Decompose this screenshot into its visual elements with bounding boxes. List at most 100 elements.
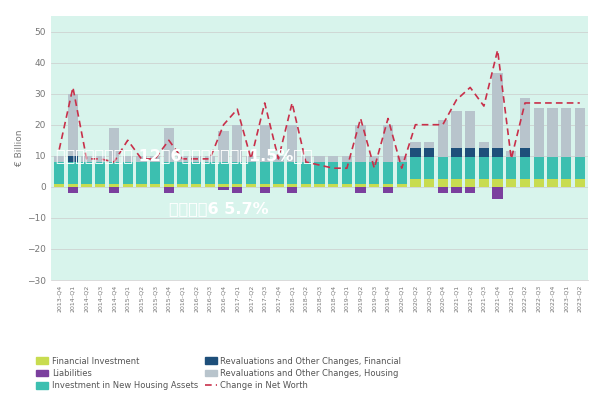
Bar (520, 157, 530, 179)
Bar (178, 184, 188, 187)
Bar (164, 187, 174, 193)
Bar (68, 162, 78, 184)
Bar (95, 184, 106, 187)
Bar (410, 142, 421, 148)
Bar (191, 162, 202, 184)
Bar (122, 156, 133, 162)
Bar (451, 148, 461, 157)
Bar (493, 74, 503, 148)
Bar (533, 108, 544, 157)
Bar (150, 162, 160, 184)
Text: 股溢价率6 5.7%: 股溢价率6 5.7% (169, 201, 269, 216)
Bar (355, 162, 366, 184)
Bar (342, 156, 352, 162)
Bar (520, 148, 530, 157)
Bar (520, 179, 530, 187)
Bar (342, 184, 352, 187)
Bar (437, 157, 448, 179)
Bar (150, 184, 160, 187)
Bar (314, 162, 325, 184)
Bar (451, 179, 461, 187)
Bar (328, 156, 338, 162)
Bar (260, 187, 270, 193)
Bar (95, 156, 106, 162)
Bar (68, 156, 78, 162)
Bar (465, 148, 475, 157)
Bar (547, 108, 557, 157)
Bar (561, 179, 571, 187)
Bar (205, 162, 215, 184)
Bar (437, 187, 448, 193)
Bar (533, 179, 544, 187)
Bar (561, 157, 571, 179)
Bar (205, 184, 215, 187)
Bar (314, 184, 325, 187)
Bar (410, 157, 421, 179)
Bar (246, 156, 256, 162)
Bar (68, 187, 78, 193)
Bar (232, 125, 242, 162)
Bar (369, 184, 379, 187)
Bar (465, 157, 475, 179)
Bar (575, 157, 585, 179)
Bar (328, 184, 338, 187)
Bar (383, 125, 393, 162)
Bar (397, 184, 407, 187)
Bar (109, 128, 119, 162)
Bar (68, 184, 78, 187)
Bar (191, 156, 202, 162)
Bar (314, 156, 325, 162)
Bar (178, 156, 188, 162)
Bar (575, 179, 585, 187)
Bar (547, 179, 557, 187)
Bar (355, 125, 366, 162)
Bar (506, 151, 517, 157)
Bar (520, 98, 530, 148)
Bar (493, 187, 503, 199)
Bar (575, 108, 585, 157)
Bar (109, 187, 119, 193)
Bar (246, 184, 256, 187)
Bar (164, 128, 174, 162)
Bar (451, 187, 461, 193)
Bar (122, 162, 133, 184)
Bar (260, 162, 270, 184)
Legend: Financial Investment, Liabilities, Investment in New Housing Assets, Revaluation: Financial Investment, Liabilities, Inves… (34, 355, 403, 392)
Bar (82, 184, 92, 187)
Bar (54, 156, 64, 162)
Bar (383, 184, 393, 187)
Bar (218, 187, 229, 190)
Bar (246, 162, 256, 184)
Bar (355, 184, 366, 187)
Bar (287, 125, 297, 162)
Bar (218, 184, 229, 187)
Bar (451, 111, 461, 148)
Bar (191, 184, 202, 187)
Bar (273, 184, 284, 187)
Y-axis label: € Billion: € Billion (16, 130, 25, 166)
Bar (506, 157, 517, 179)
Bar (178, 162, 188, 184)
Bar (260, 125, 270, 162)
Bar (205, 156, 215, 162)
Bar (150, 156, 160, 162)
Bar (301, 162, 311, 184)
Bar (479, 179, 489, 187)
Bar (479, 148, 489, 157)
Bar (122, 184, 133, 187)
Bar (369, 156, 379, 162)
Bar (164, 162, 174, 184)
Bar (273, 162, 284, 184)
Bar (218, 131, 229, 162)
Bar (547, 157, 557, 179)
Bar (506, 179, 517, 187)
Bar (273, 156, 284, 162)
Bar (287, 187, 297, 193)
Bar (410, 148, 421, 157)
Bar (232, 184, 242, 187)
Bar (410, 179, 421, 187)
Bar (561, 108, 571, 157)
Bar (479, 142, 489, 148)
Bar (109, 184, 119, 187)
Bar (164, 184, 174, 187)
